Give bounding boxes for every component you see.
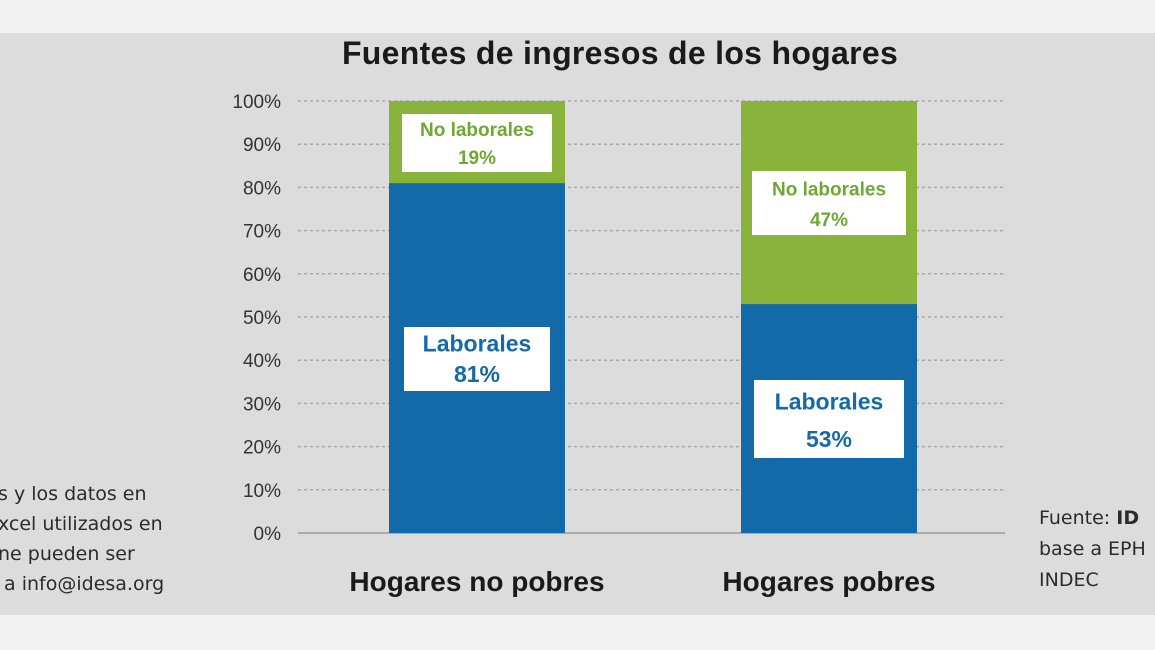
data-label-box [752,171,906,235]
x-category-label: Hogares pobres [722,566,935,597]
source-name: ID [1116,507,1140,529]
y-tick-label: 80% [243,178,281,199]
y-tick-label: 60% [243,265,281,286]
source-note: Fuente: ID base a EPH INDEC [1039,503,1146,596]
y-tick-label: 20% [243,438,281,459]
data-label-value: 53% [806,426,852,452]
y-tick-label: 90% [243,135,281,156]
y-tick-label: 40% [243,351,281,372]
data-label-box [404,327,550,391]
y-tick-label: 70% [243,222,281,243]
y-tick-label: 30% [243,394,281,415]
data-label-series: Laborales [423,330,532,356]
data-label-box [402,114,552,172]
data-label-value: 19% [458,148,496,169]
data-label-series: Laborales [775,389,884,415]
chart-title: Fuentes de ingresos de los hogares [341,35,899,71]
data-label-series: No laborales [772,179,886,200]
stacked-bar-chart: 0% 10% 20% 30% 40% 50% 60% 70% 80% 90% 100% Hogares… [232,92,1005,597]
source-prefix: Fuente: [1039,507,1117,529]
data-label-series: No laborales [420,120,534,141]
data-label-value: 81% [454,361,500,387]
y-tick-label: 100% [232,92,281,113]
y-tick-label: 0% [254,524,282,545]
y-tick-label: 10% [243,481,281,502]
y-tick-label: 50% [243,308,281,329]
x-category-label: Hogares no pobres [349,566,604,597]
chart-panel: Fuentes de ingresos de los hogares 0% 10%… [0,33,1155,615]
data-label-value: 47% [810,210,848,231]
data-label-box [754,380,904,458]
download-note: s y los datos en xcel utilizados en ne p… [0,483,165,595]
source-rest: base a EPH INDEC [1039,538,1146,591]
